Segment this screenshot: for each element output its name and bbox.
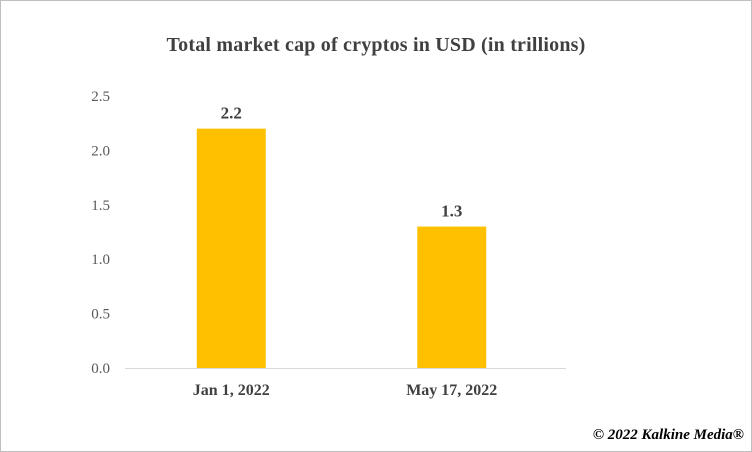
y-tick-label: 2.5 — [91, 89, 110, 105]
y-tick-label: 2.0 — [91, 143, 110, 159]
bar — [417, 226, 487, 368]
data-label: 1.3 — [441, 202, 462, 221]
data-label: 2.2 — [221, 104, 242, 123]
data-labels: 2.2 1.3 — [221, 104, 463, 221]
y-tick-label: 1.5 — [91, 198, 110, 214]
category-label: May 17, 2022 — [406, 382, 497, 399]
y-tick-label: 1.0 — [91, 252, 110, 268]
category-label: Jan 1, 2022 — [193, 382, 270, 399]
category-labels: Jan 1, 2022 May 17, 2022 — [193, 382, 498, 399]
bar — [196, 128, 266, 368]
copyright-watermark: © 2022 Kalkine Media® — [592, 427, 744, 443]
y-tick-label: 0.0 — [91, 361, 110, 377]
bars — [196, 128, 487, 368]
y-axis-ticks: 0.0 0.5 1.0 1.5 2.0 2.5 — [91, 89, 110, 377]
y-tick-label: 0.5 — [91, 307, 110, 323]
chart-title: Total market cap of cryptos in USD (in t… — [166, 34, 586, 56]
